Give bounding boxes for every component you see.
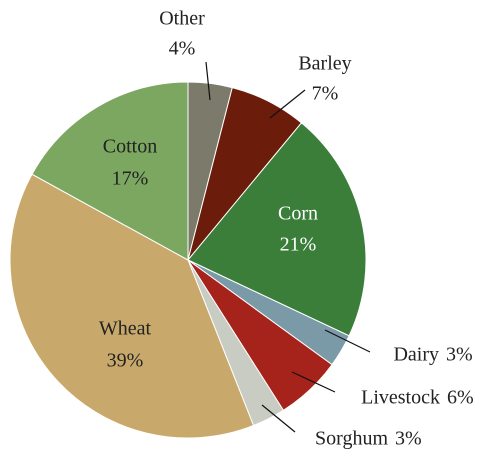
pie-slice: [9, 173, 255, 439]
slice-value-label: 6%: [447, 387, 474, 409]
pie-slice: [31, 81, 189, 261]
leader-line: [324, 329, 371, 353]
slice-value-label: 21%: [280, 234, 317, 256]
slice-value-label: 3%: [446, 344, 473, 366]
slice-label: Livestock: [361, 387, 440, 409]
leader-line: [291, 371, 336, 393]
slice-value-label: 7%: [312, 83, 339, 105]
slice-label: Cotton: [103, 136, 157, 158]
slice-label: Barley: [298, 53, 351, 75]
leader-line: [269, 89, 306, 119]
slice-label: Dairy: [393, 344, 439, 366]
slice-label: Sorghum: [315, 428, 388, 450]
slice-label: Wheat: [99, 318, 152, 340]
slice-value-label: 3%: [395, 428, 422, 450]
leader-line: [261, 404, 296, 433]
slice-label: Other: [159, 8, 205, 30]
leader-line: [205, 61, 211, 101]
slice-value-label: 4%: [169, 38, 196, 60]
slice-value-label: 39%: [107, 350, 144, 372]
slice-value-label: 17%: [112, 168, 149, 190]
slice-label: Corn: [278, 203, 318, 225]
pie-slice: [187, 122, 367, 337]
